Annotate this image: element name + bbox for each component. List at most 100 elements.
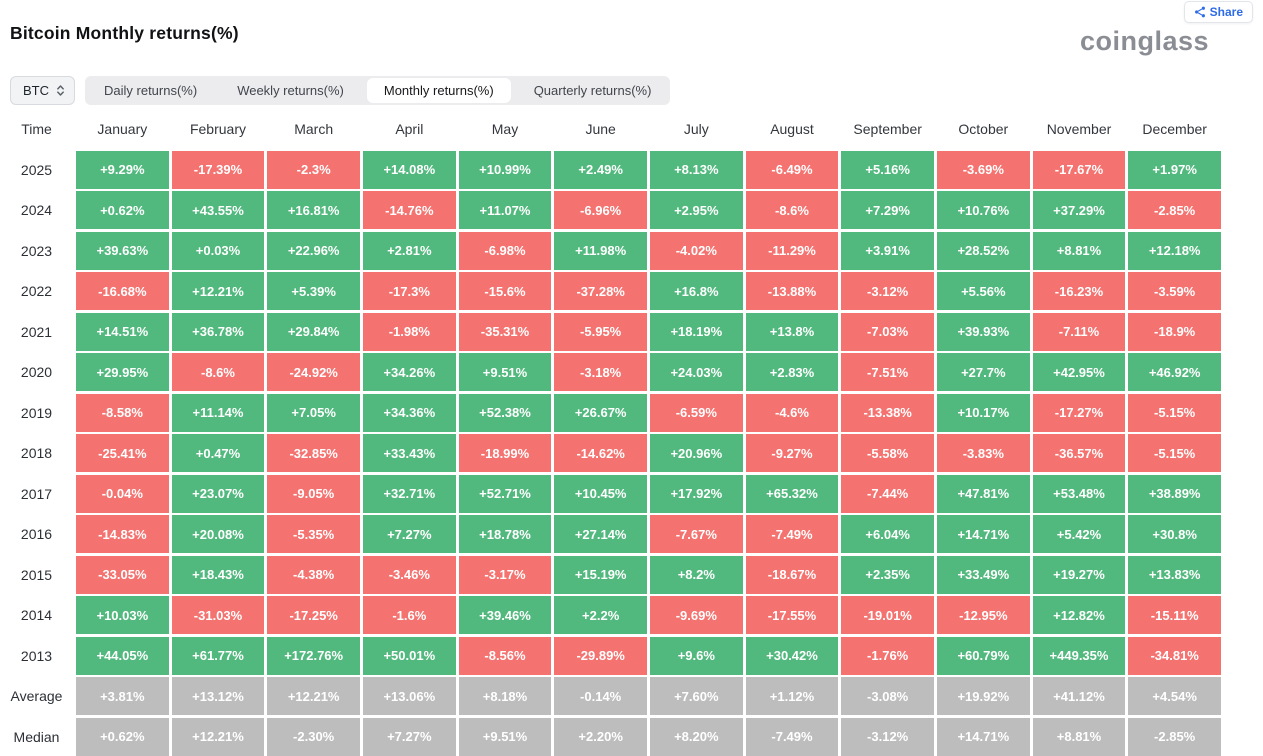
return-cell: +10.03%: [76, 596, 169, 634]
return-cell: +30.42%: [745, 636, 839, 675]
month-column-header: November: [1046, 121, 1112, 137]
return-cell: +5.42%: [1032, 515, 1126, 553]
return-cell: -4.02%: [649, 231, 743, 270]
return-cell: +33.43%: [362, 434, 456, 472]
row-label-2021: 2021: [20, 323, 53, 340]
return-cell: +0.03%: [171, 231, 265, 270]
coinglass-logo[interactable]: coinglass: [1079, 26, 1209, 56]
share-button[interactable]: Share: [1183, 1, 1253, 23]
return-cell: +12.18%: [1128, 231, 1221, 270]
return-cell: +7.27%: [362, 515, 456, 553]
return-cell: +2.2%: [554, 596, 647, 634]
return-cell: +32.71%: [362, 474, 456, 513]
return-cell: +1.97%: [1128, 150, 1221, 189]
return-cell: -13.88%: [745, 272, 839, 310]
share-button-label: Share: [1209, 5, 1243, 19]
return-cell: -32.85%: [267, 434, 360, 472]
return-cell: -8.58%: [76, 393, 169, 432]
return-cell: -9.69%: [649, 596, 743, 634]
return-cell: +30.8%: [1128, 515, 1221, 553]
row-label-2015: 2015: [20, 566, 53, 583]
month-column-header: April: [395, 121, 424, 137]
return-cell: -1.98%: [362, 312, 456, 351]
return-cell: +39.63%: [76, 231, 169, 270]
row-label-2013: 2013: [20, 647, 53, 664]
return-cell: +172.76%: [267, 636, 360, 675]
return-cell: -5.95%: [554, 312, 647, 351]
return-cell: +8.18%: [458, 677, 552, 715]
return-cell: +38.89%: [1128, 474, 1221, 513]
return-cell: +16.8%: [649, 272, 743, 310]
return-cell: +0.62%: [76, 717, 169, 756]
return-cell: -7.49%: [745, 717, 839, 756]
return-cell: +50.01%: [362, 636, 456, 675]
return-cell: +39.46%: [458, 596, 552, 634]
page-title: Bitcoin Monthly returns(%): [10, 23, 239, 43]
return-cell: +0.62%: [76, 191, 169, 229]
tab-quarterly-returns[interactable]: Quarterly returns(%): [533, 83, 652, 98]
return-cell: +8.2%: [649, 555, 743, 594]
tab-daily-returns[interactable]: Daily returns(%): [104, 83, 198, 98]
return-cell: +6.04%: [841, 515, 934, 553]
return-cell: -2.30%: [267, 717, 360, 756]
return-cell: +11.98%: [554, 231, 647, 270]
return-cell: +10.45%: [554, 474, 647, 513]
return-cell: +8.81%: [1032, 231, 1126, 270]
return-cell: -18.9%: [1128, 312, 1221, 351]
return-cell: +22.96%: [267, 231, 360, 270]
return-cell: +7.29%: [841, 191, 934, 229]
symbol-select[interactable]: BTC: [10, 76, 75, 105]
return-cell: -17.25%: [267, 596, 360, 634]
return-cell: -6.98%: [458, 231, 552, 270]
return-cell: +5.39%: [267, 272, 360, 310]
return-cell: -5.58%: [841, 434, 934, 472]
return-cell: +24.03%: [649, 353, 743, 391]
return-cell: -17.55%: [745, 596, 839, 634]
return-cell: -13.38%: [841, 393, 934, 432]
return-cell: +1.12%: [745, 677, 839, 715]
return-cell: +2.20%: [554, 717, 647, 756]
return-cell: -6.59%: [649, 393, 743, 432]
return-cell: -1.76%: [841, 636, 934, 675]
return-cell: +5.16%: [841, 150, 934, 189]
return-cell: -7.03%: [841, 312, 934, 351]
return-cell: +14.71%: [936, 717, 1030, 756]
return-cell: +27.7%: [936, 353, 1030, 391]
tab-monthly-returns[interactable]: Monthly returns(%): [366, 78, 511, 103]
return-cell: -18.99%: [458, 434, 552, 472]
row-label-2023: 2023: [20, 242, 53, 259]
tab-weekly-returns[interactable]: Weekly returns(%): [237, 83, 344, 98]
month-column-header: May: [491, 121, 519, 137]
return-cell: +3.81%: [76, 677, 169, 715]
return-cell: -25.41%: [76, 434, 169, 472]
return-cell: +34.26%: [362, 353, 456, 391]
return-cell: +28.52%: [936, 231, 1030, 270]
return-cell: +8.20%: [649, 717, 743, 756]
return-cell: +53.48%: [1032, 474, 1126, 513]
return-cell: -31.03%: [171, 596, 265, 634]
return-cell: +9.6%: [649, 636, 743, 675]
return-cell: -24.92%: [267, 353, 360, 391]
return-cell: +0.47%: [171, 434, 265, 472]
return-cell: -35.31%: [458, 312, 552, 351]
return-cell: +13.06%: [362, 677, 456, 715]
return-cell: +13.12%: [171, 677, 265, 715]
return-cell: -17.67%: [1032, 150, 1126, 189]
return-cell: +10.99%: [458, 150, 552, 189]
return-cell: -11.29%: [745, 231, 839, 270]
return-cell: +13.8%: [745, 312, 839, 351]
row-label-2020: 2020: [20, 364, 53, 380]
return-cell: -3.12%: [841, 272, 934, 310]
return-cell: +61.77%: [171, 636, 265, 675]
return-cell: +47.81%: [936, 474, 1030, 513]
return-cell: +44.05%: [76, 636, 169, 675]
return-cell: -9.05%: [267, 474, 360, 513]
return-cell: -19.01%: [841, 596, 934, 634]
return-cell: -2.3%: [267, 150, 360, 189]
return-cell: -5.15%: [1128, 393, 1221, 432]
return-cell: -2.85%: [1128, 191, 1221, 229]
return-cell: -16.68%: [76, 272, 169, 310]
return-cell: -3.59%: [1128, 272, 1221, 310]
return-cell: -6.96%: [554, 191, 647, 229]
row-label-2025: 2025: [20, 161, 53, 178]
